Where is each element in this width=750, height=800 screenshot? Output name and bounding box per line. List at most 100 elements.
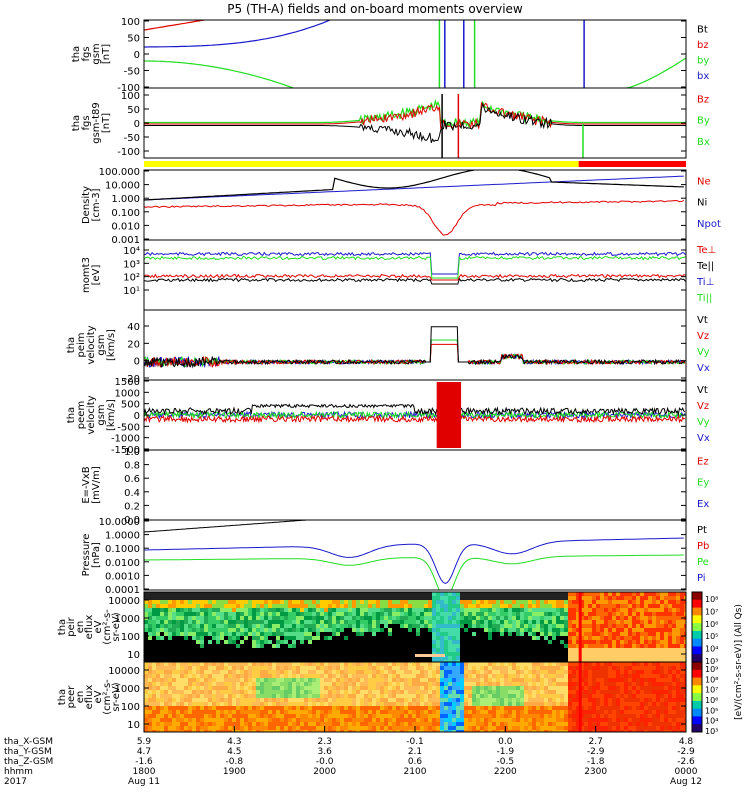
heatmap-cell bbox=[520, 674, 524, 678]
heatmap-cell bbox=[180, 726, 184, 730]
heatmap-cell bbox=[384, 636, 388, 640]
heatmap-cell bbox=[248, 596, 252, 600]
heatmap-cell bbox=[492, 616, 496, 620]
heatmap-cell bbox=[552, 674, 556, 678]
heatmap-cell bbox=[232, 660, 236, 662]
colorbar-tick-label: 10⁸ bbox=[705, 595, 718, 604]
heatmap-cell bbox=[576, 674, 580, 678]
heatmap-cell bbox=[624, 726, 628, 730]
heatmap-cell bbox=[368, 730, 372, 732]
heatmap-cell bbox=[584, 710, 588, 714]
heatmap-cell bbox=[224, 608, 228, 612]
heatmap-cell bbox=[628, 674, 632, 678]
heatmap-cell bbox=[300, 660, 304, 662]
heatmap-cell bbox=[240, 620, 244, 624]
heatmap-cell bbox=[376, 600, 380, 604]
heatmap-cell bbox=[180, 694, 184, 698]
heatmap-cell bbox=[588, 592, 592, 596]
heatmap-cell bbox=[676, 624, 680, 628]
heatmap-cell bbox=[248, 674, 252, 678]
heatmap-cell bbox=[396, 640, 400, 644]
heatmap-cell bbox=[560, 670, 564, 674]
heatmap-cell bbox=[496, 616, 500, 620]
heatmap-cell bbox=[180, 678, 184, 682]
heatmap-cell bbox=[648, 596, 652, 600]
heatmap-cell bbox=[600, 662, 604, 666]
heatmap-cell bbox=[252, 608, 256, 612]
heatmap-cell bbox=[220, 648, 224, 652]
heatmap-cell bbox=[520, 698, 524, 702]
heatmap-cell bbox=[144, 636, 148, 640]
heatmap-cell bbox=[284, 670, 288, 674]
heatmap-cell bbox=[344, 662, 348, 666]
heatmap-cell bbox=[292, 682, 296, 686]
heatmap-cell bbox=[564, 662, 568, 666]
heatmap-cell bbox=[444, 620, 448, 624]
heatmap-cell bbox=[556, 640, 560, 644]
heatmap-cell bbox=[404, 714, 408, 718]
heatmap-cell bbox=[608, 608, 612, 612]
heatmap-cell bbox=[204, 620, 208, 624]
heatmap-cell bbox=[156, 730, 160, 732]
heatmap-cell bbox=[304, 644, 308, 648]
heatmap-cell bbox=[284, 608, 288, 612]
heatmap-cell bbox=[172, 592, 176, 596]
heatmap-cell bbox=[516, 694, 520, 698]
heatmap-cell bbox=[184, 690, 188, 694]
heatmap-cell bbox=[604, 644, 608, 648]
heatmap-cell bbox=[564, 652, 568, 656]
heatmap-cell bbox=[592, 608, 596, 612]
heatmap-cell bbox=[464, 694, 468, 698]
heatmap-cell bbox=[200, 666, 204, 670]
heatmap-cell bbox=[508, 718, 512, 722]
heatmap-cell bbox=[352, 686, 356, 690]
heatmap-cell bbox=[176, 636, 180, 640]
heatmap-cell bbox=[460, 628, 464, 632]
heatmap-cell bbox=[300, 722, 304, 726]
heatmap-cell bbox=[156, 702, 160, 706]
heatmap-cell bbox=[380, 678, 384, 682]
heatmap-cell bbox=[540, 616, 544, 620]
heatmap-cell bbox=[204, 718, 208, 722]
heatmap-cell bbox=[616, 686, 620, 690]
heatmap-cell bbox=[628, 652, 632, 656]
heatmap-cell bbox=[208, 666, 212, 670]
heatmap-cell bbox=[196, 682, 200, 686]
heatmap-cell bbox=[424, 722, 428, 726]
heatmap-cell bbox=[304, 628, 308, 632]
heatmap-cell bbox=[216, 674, 220, 678]
heatmap-cell bbox=[616, 722, 620, 726]
heatmap-cell bbox=[488, 730, 492, 732]
heatmap-cell bbox=[372, 678, 376, 682]
heatmap-cell bbox=[268, 666, 272, 670]
heatmap-cell bbox=[488, 628, 492, 632]
heatmap-cell bbox=[636, 718, 640, 722]
heatmap-cell bbox=[448, 670, 452, 674]
heatmap-cell bbox=[628, 706, 632, 710]
heatmap-cell bbox=[668, 648, 672, 652]
heatmap-cell bbox=[372, 662, 376, 666]
heatmap-cell bbox=[400, 600, 404, 604]
heatmap-cell bbox=[520, 592, 524, 596]
heatmap-cell bbox=[464, 686, 468, 690]
heatmap-cell bbox=[316, 710, 320, 714]
heatmap-cell bbox=[544, 604, 548, 608]
heatmap-cell bbox=[604, 690, 608, 694]
heatmap-cell bbox=[596, 718, 600, 722]
heatmap-cell bbox=[396, 722, 400, 726]
heatmap-cell bbox=[624, 656, 628, 660]
heatmap-cell bbox=[672, 608, 676, 612]
heatmap-cell bbox=[144, 718, 148, 722]
heatmap-cell bbox=[612, 636, 616, 640]
heatmap-cell bbox=[456, 706, 460, 710]
heatmap-cell bbox=[316, 666, 320, 670]
heatmap-cell bbox=[464, 706, 468, 710]
heatmap-cell bbox=[516, 722, 520, 726]
heatmap-cell bbox=[380, 596, 384, 600]
heatmap-cell bbox=[168, 730, 172, 732]
heatmap-cell bbox=[168, 624, 172, 628]
heatmap-cell bbox=[208, 714, 212, 718]
heatmap-cell bbox=[172, 628, 176, 632]
heatmap-cell bbox=[556, 662, 560, 666]
heatmap-cell bbox=[580, 660, 584, 662]
